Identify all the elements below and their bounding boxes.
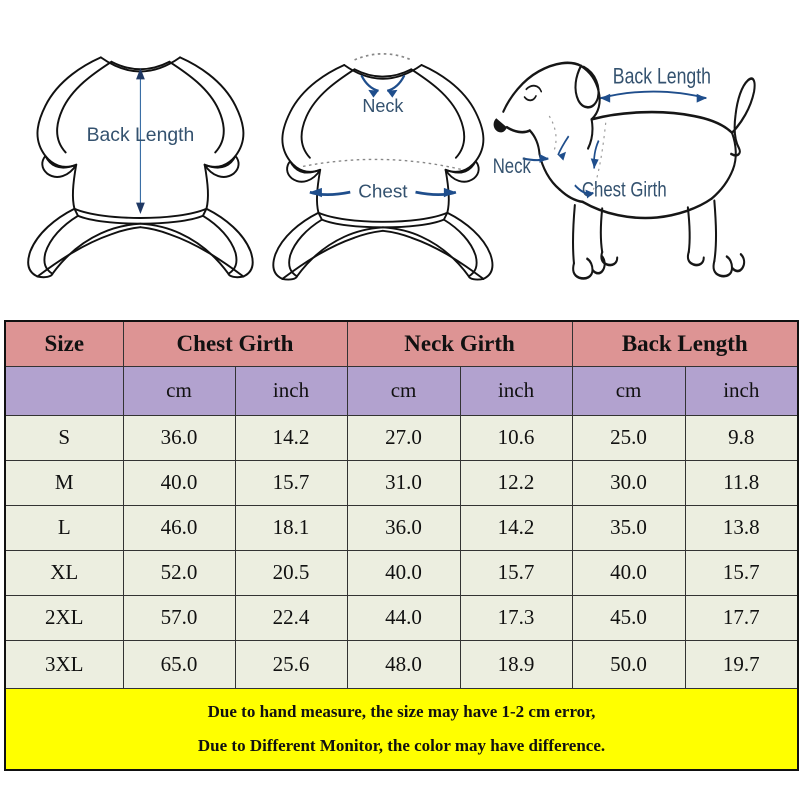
- svg-text:Chest Girth: Chest Girth: [582, 179, 667, 202]
- svg-text:Chest: Chest: [358, 181, 408, 202]
- svg-text:Neck: Neck: [362, 96, 404, 116]
- svg-text:Back Length: Back Length: [613, 65, 711, 89]
- svg-text:Neck: Neck: [493, 155, 532, 178]
